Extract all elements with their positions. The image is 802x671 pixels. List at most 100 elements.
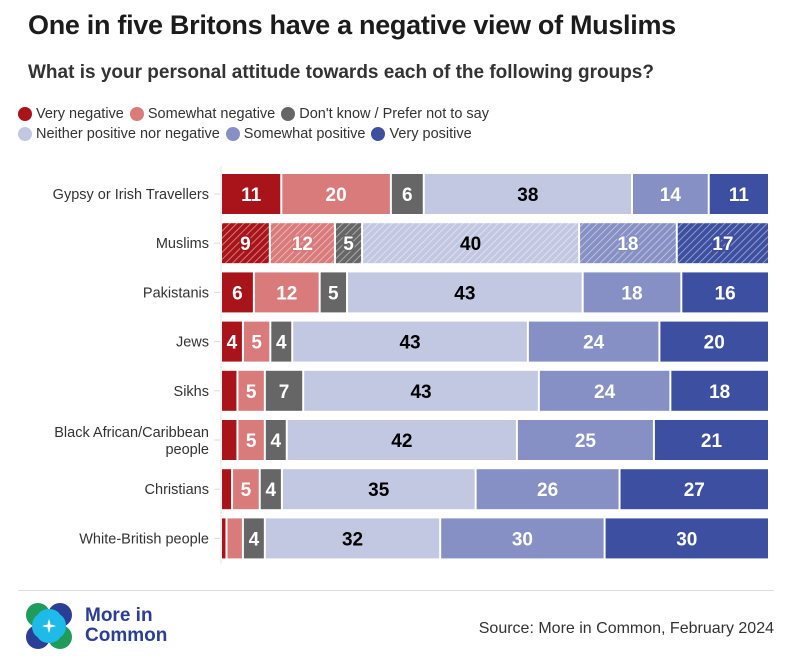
bar-segment-somewhat-negative (254, 272, 319, 313)
legend-label: Very negative (36, 106, 124, 122)
bar-segment-somewhat-positive (580, 223, 676, 264)
bar-segment-somewhat-negative (238, 420, 264, 460)
data-label: 30 (512, 529, 533, 550)
chart-subtitle: What is your personal attitude towards e… (28, 62, 654, 83)
data-label: 12 (292, 234, 313, 255)
bar-segment-neither-positive-nor-negative (424, 174, 631, 214)
bar-segment-somewhat-positive (441, 518, 604, 559)
bar-segment-very-negative (222, 272, 253, 313)
legend-item-somewhat-negative: Somewhat negative (129, 106, 276, 122)
bar-segment-somewhat-negative (282, 174, 390, 214)
data-label: 42 (391, 431, 412, 452)
bar-segment-very-negative (222, 223, 269, 264)
legend-swatch (129, 107, 144, 121)
data-label: 24 (583, 333, 605, 354)
data-label: 16 (715, 283, 736, 304)
data-label: 5 (251, 333, 262, 354)
bar-segment-very-positive (660, 321, 768, 362)
bar-segment-somewhat-positive (539, 370, 670, 411)
logo-text: More in Common (85, 606, 167, 646)
bar-segment-somewhat-positive (583, 272, 681, 313)
bar-segment-very-positive (671, 370, 768, 411)
legend-swatch (371, 127, 386, 141)
legend-label: Very positive (389, 126, 472, 142)
legend-label: Somewhat negative (147, 106, 276, 122)
category-label: Gypsy or Irish Travellers (53, 187, 209, 203)
legend-swatch (18, 107, 32, 121)
bar-segment-somewhat-negative (233, 469, 259, 510)
bar-segment-neither-positive-nor-negative (287, 420, 516, 460)
bar-segment-very-negative (222, 370, 237, 411)
data-label: 35 (368, 480, 390, 501)
category-label: White-British people (79, 531, 209, 547)
bar-segment-don-t-know-prefer-not-to-say (271, 321, 292, 362)
category-label: Muslims (156, 236, 209, 252)
legend-item-neither: Neither positive nor negative (18, 126, 220, 142)
bar-segment-somewhat-positive (633, 174, 708, 214)
data-label: 11 (241, 185, 262, 206)
bar-segment-somewhat-negative (243, 321, 270, 362)
data-label: 6 (232, 283, 243, 304)
bar-segment-neither-positive-nor-negative (304, 370, 538, 411)
data-label: 32 (342, 529, 363, 550)
bar-segment-neither-positive-nor-negative (348, 272, 582, 313)
legend-label: Somewhat positive (243, 126, 366, 142)
more-in-common-logo: More in Common (25, 602, 167, 650)
bar-segment-very-positive (677, 223, 768, 264)
data-label: 5 (328, 283, 339, 304)
category-label: Jews (176, 335, 209, 351)
bar-segment-neither-positive-nor-negative (293, 321, 527, 362)
data-label: 18 (621, 283, 642, 304)
category-label: Christians (145, 482, 209, 498)
data-label: 25 (575, 431, 597, 452)
stacked-bar-chart: Gypsy or Irish Travellers 11 20 6 38 14 11 Musl… (53, 166, 768, 564)
bar-segment-very-negative (222, 469, 232, 510)
bar-segment-don-t-know-prefer-not-to-say (265, 370, 303, 411)
data-label: 5 (246, 431, 257, 452)
data-label: 12 (276, 283, 297, 304)
bar-segment-don-t-know-prefer-not-to-say (243, 518, 264, 559)
data-label: 17 (712, 234, 733, 255)
data-label: 20 (704, 333, 725, 354)
bar-segment-don-t-know-prefer-not-to-say (391, 174, 423, 214)
data-label: 9 (240, 234, 251, 255)
bar-segment-somewhat-negative (227, 518, 242, 559)
data-label: 5 (241, 480, 252, 501)
bar-segment-neither-positive-nor-negative (363, 223, 579, 264)
legend-swatch (225, 127, 240, 141)
source-note: Source: More in Common, February 2024 (478, 620, 774, 637)
legend-item-somewhat-positive: Somewhat positive (225, 126, 366, 142)
logo-text-line1: More in (85, 605, 153, 626)
data-label: 4 (276, 333, 287, 354)
legend-row-2: Neither positive nor negative Somewhat p… (18, 124, 718, 144)
data-label: 5 (343, 234, 354, 255)
bar-segment-very-positive (709, 174, 768, 214)
legend-item-dont-know: Don't know / Prefer not to say (281, 106, 489, 122)
bar-segment-very-negative (222, 518, 226, 559)
bar-segment-neither-positive-nor-negative (265, 518, 440, 559)
bar-segment-very-negative (222, 321, 242, 362)
category-label: Pakistanis (143, 285, 209, 301)
data-label: 5 (246, 382, 257, 403)
legend: Very negative Somewhat negative Don't kn… (18, 104, 718, 144)
data-label: 18 (617, 234, 638, 255)
data-label: 6 (402, 185, 413, 206)
data-label: 4 (249, 529, 260, 550)
bar-segment-very-positive (682, 272, 768, 313)
legend-label: Neither positive nor negative (36, 126, 220, 142)
data-label: 11 (729, 185, 750, 206)
logo-icon (26, 603, 72, 649)
legend-item-very-positive: Very positive (371, 126, 472, 142)
legend-row-1: Very negative Somewhat negative Don't kn… (18, 104, 718, 124)
data-label: 26 (537, 480, 558, 501)
bar-segment-neither-positive-nor-negative (282, 469, 475, 510)
bar-segment-don-t-know-prefer-not-to-say (335, 223, 362, 264)
data-label: 21 (701, 431, 723, 452)
bar-segment-very-negative (222, 420, 237, 460)
bar-segment-somewhat-negative (238, 370, 264, 411)
bar-segment-don-t-know-prefer-not-to-say (265, 420, 286, 460)
bar-segment-somewhat-positive (528, 321, 659, 362)
data-label: 40 (460, 234, 481, 255)
bar-segment-somewhat-positive (517, 420, 653, 460)
